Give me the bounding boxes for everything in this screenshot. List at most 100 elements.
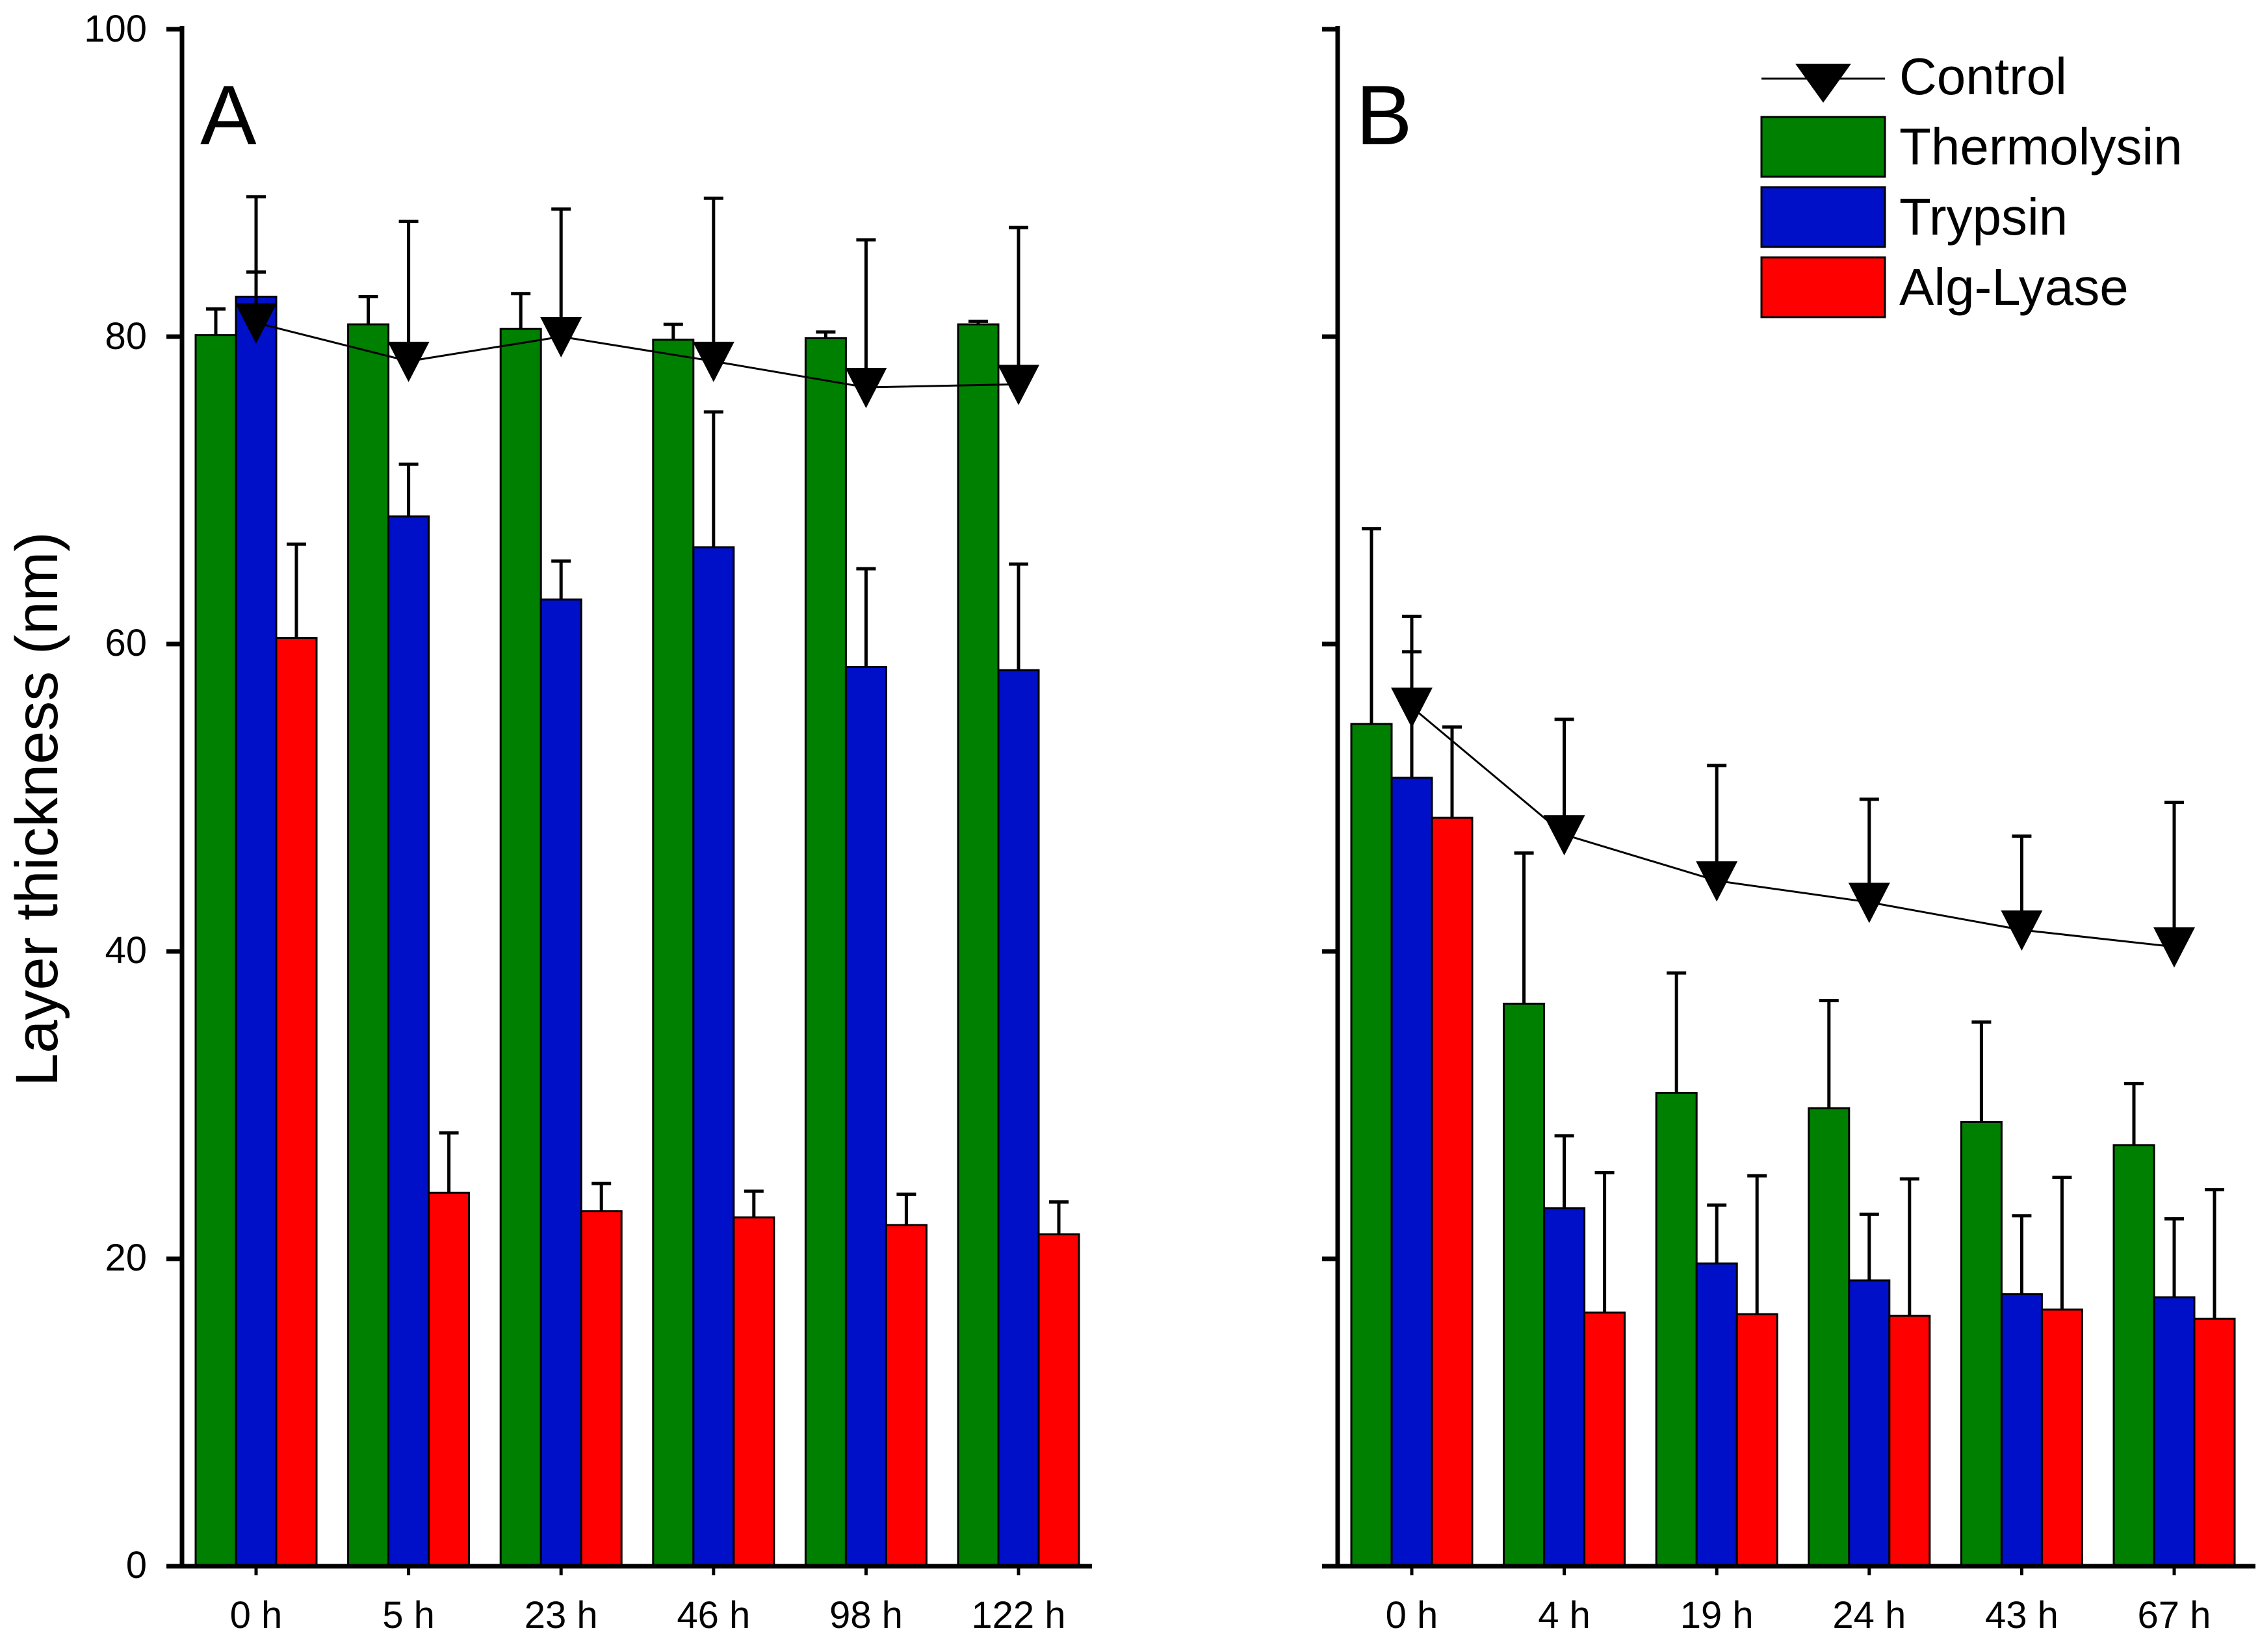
panel-b-bar-trypsin-1 bbox=[1543, 1207, 1586, 1568]
panel-a-bar-thermolysin-0 bbox=[194, 334, 237, 1568]
panel-a-control-line bbox=[255, 322, 1019, 389]
panel-b-bar-thermolysin-4 bbox=[1960, 1121, 2003, 1568]
panel-b-control-marker-2 bbox=[1696, 861, 1738, 902]
y-tick-label: 60 bbox=[105, 622, 147, 664]
panel-a-bar-thermolysin-1 bbox=[347, 323, 390, 1568]
panel-a-control-marker-4 bbox=[845, 368, 887, 409]
panel-b-x-tick-label: 67 h bbox=[2138, 1594, 2211, 1636]
panel-b-error-thermolysin-3 bbox=[1819, 999, 1839, 1109]
panel-b-x-tick-label: 24 h bbox=[1832, 1594, 1906, 1636]
panel-b-control-marker-5 bbox=[2153, 927, 2195, 968]
panel-b-control-line bbox=[1411, 706, 2175, 948]
panel-b-x-tick-label: 4 h bbox=[1538, 1594, 1591, 1636]
panel-a-error-trypsin-1 bbox=[398, 462, 419, 517]
panel-a-x-tick-label: 5 h bbox=[382, 1594, 435, 1636]
panel-b-bar-alglyase-5 bbox=[2193, 1317, 2236, 1568]
panel-a-bar-thermolysin-4 bbox=[804, 337, 847, 1568]
panel-b-bar-trypsin-0 bbox=[1390, 777, 1433, 1568]
panel-a-control-error-5 bbox=[1009, 226, 1028, 385]
panel-a-x-tick-label: 46 h bbox=[677, 1594, 750, 1636]
panel-a-error-thermolysin-0 bbox=[206, 307, 226, 335]
panel-b-label: B bbox=[1356, 68, 1412, 162]
panel-b-control-error-5 bbox=[2164, 801, 2184, 947]
panel-b-error-trypsin-5 bbox=[2164, 1217, 2184, 1298]
panel-b-bar-thermolysin-3 bbox=[1808, 1107, 1851, 1568]
panel-a-error-thermolysin-2 bbox=[511, 292, 531, 329]
panel-a: 0 h 5 h 23 h 46 h 98 h 122 h A bbox=[166, 26, 1092, 1636]
panel-b-error-thermolysin-0 bbox=[1362, 527, 1381, 724]
y-tick-labels: 0 20 40 60 80 100 bbox=[84, 8, 147, 1586]
panel-a-bar-trypsin-3 bbox=[692, 546, 735, 1568]
panel-a-control-marker-0 bbox=[235, 303, 277, 344]
panel-a-control-marker-2 bbox=[540, 317, 582, 357]
panel-a-bar-trypsin-1 bbox=[387, 515, 430, 1568]
panel-a-bar-alglyase-0 bbox=[275, 637, 318, 1568]
panel-a-control-series bbox=[235, 195, 1039, 409]
panel-b-bar-alglyase-2 bbox=[1735, 1313, 1778, 1568]
legend-alglyase-label: Alg-Lyase bbox=[1899, 258, 2129, 316]
panel-b-error-trypsin-3 bbox=[1859, 1212, 1879, 1281]
panel-a-axes bbox=[166, 26, 1092, 1575]
legend-thermolysin-swatch bbox=[1760, 116, 1886, 178]
panel-a-error-alglyase-0 bbox=[287, 542, 306, 638]
panel-b-control-marker-3 bbox=[1848, 883, 1890, 923]
panel-b-error-thermolysin-1 bbox=[1514, 851, 1534, 1004]
panel-a-error-alglyase-2 bbox=[591, 1181, 612, 1211]
panel-a-error-trypsin-2 bbox=[551, 559, 571, 600]
y-tick-label: 80 bbox=[105, 315, 147, 357]
panel-b-control-marker-1 bbox=[1543, 815, 1585, 856]
panel-a-bars bbox=[194, 296, 1080, 1568]
panel-b-bar-trypsin-3 bbox=[1848, 1279, 1891, 1568]
panel-a-error-thermolysin-3 bbox=[663, 322, 683, 340]
panel-b-error-thermolysin-2 bbox=[1667, 971, 1687, 1093]
panel-a-x-tick-label: 122 h bbox=[971, 1594, 1065, 1636]
panel-a-bar-alglyase-3 bbox=[733, 1216, 775, 1568]
legend-trypsin-swatch bbox=[1760, 186, 1886, 248]
panel-a-control-error-0 bbox=[246, 195, 266, 323]
panel-a-control-error-3 bbox=[703, 196, 723, 361]
panel-a-error-bars bbox=[206, 270, 1069, 1235]
panel-a-bar-trypsin-0 bbox=[235, 296, 278, 1568]
panel-b-error-alglyase-0 bbox=[1442, 725, 1462, 818]
panel-b-bar-alglyase-3 bbox=[1888, 1315, 1931, 1568]
panel-a-control-marker-5 bbox=[998, 365, 1039, 406]
legend-control-marker bbox=[1795, 64, 1851, 103]
panel-a-error-thermolysin-5 bbox=[968, 319, 988, 325]
panel-a-error-thermolysin-1 bbox=[358, 295, 378, 325]
panel-b-control-marker-0 bbox=[1391, 687, 1433, 728]
y-tick-label: 20 bbox=[105, 1237, 147, 1279]
panel-a-bar-trypsin-5 bbox=[997, 669, 1040, 1568]
panel-a-bar-trypsin-4 bbox=[844, 665, 887, 1568]
panel-a-control-marker-3 bbox=[692, 341, 734, 382]
panel-a-error-thermolysin-4 bbox=[816, 330, 836, 339]
panel-a-control-error-1 bbox=[398, 220, 419, 361]
panel-a-bar-alglyase-1 bbox=[428, 1191, 471, 1568]
panel-b-error-trypsin-2 bbox=[1707, 1203, 1727, 1264]
panel-a-bar-trypsin-2 bbox=[539, 598, 582, 1568]
panel-b-bar-alglyase-1 bbox=[1583, 1311, 1626, 1568]
panel-a-x-tick-label: 0 h bbox=[230, 1594, 283, 1636]
panel-b-x-tick-label: 43 h bbox=[1985, 1594, 2059, 1636]
panel-a-x-tick-label: 23 h bbox=[525, 1594, 598, 1636]
panel-b-bar-thermolysin-2 bbox=[1655, 1092, 1698, 1568]
panel-a-bar-thermolysin-3 bbox=[652, 339, 695, 1568]
panel-b-error-trypsin-4 bbox=[2012, 1214, 2032, 1295]
panel-b-error-thermolysin-5 bbox=[2124, 1081, 2144, 1145]
legend-trypsin-label: Trypsin bbox=[1899, 188, 2068, 246]
panel-a-bar-alglyase-4 bbox=[885, 1224, 928, 1568]
legend-thermolysin-label: Thermolysin bbox=[1899, 118, 2183, 175]
panel-b-control-marker-4 bbox=[2001, 910, 2043, 951]
panel-a-bar-thermolysin-5 bbox=[957, 323, 1000, 1568]
panel-a-control-error-4 bbox=[856, 238, 876, 388]
panel-a-label: A bbox=[200, 68, 257, 162]
panel-a-error-alglyase-4 bbox=[896, 1193, 916, 1225]
panel-b: 0 h 4 h 19 h 24 h 43 h 67 h B bbox=[1322, 26, 2255, 1636]
panel-a-bar-alglyase-5 bbox=[1037, 1233, 1080, 1568]
panel-a-error-trypsin-4 bbox=[856, 567, 876, 667]
panel-b-error-alglyase-1 bbox=[1594, 1171, 1615, 1313]
panel-b-error-trypsin-1 bbox=[1554, 1134, 1574, 1208]
legend-alglyase-swatch bbox=[1760, 256, 1886, 318]
y-axis-title: Layer thickness (nm) bbox=[4, 532, 70, 1087]
panel-b-error-alglyase-2 bbox=[1747, 1174, 1767, 1315]
panel-b-bar-thermolysin-5 bbox=[2112, 1144, 2155, 1568]
